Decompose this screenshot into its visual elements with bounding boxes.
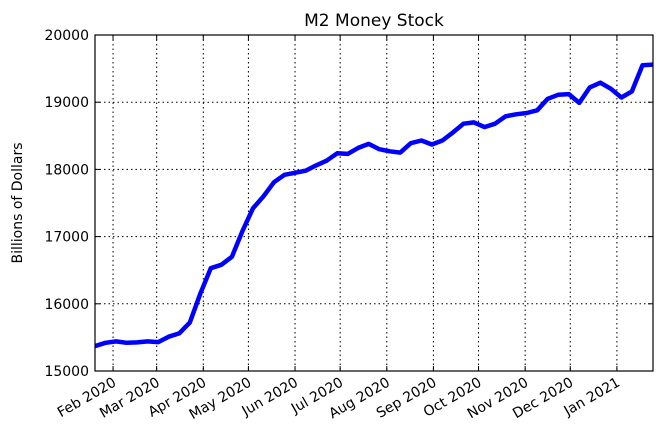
y-tick-label: 19000 — [44, 95, 89, 111]
y-tick-label: 15000 — [44, 364, 89, 380]
y-tick-label: 16000 — [44, 297, 89, 313]
series-layer — [95, 62, 653, 349]
y-tick-label: 17000 — [44, 230, 89, 246]
tick-marks — [95, 34, 653, 372]
y-tick-label: 18000 — [44, 162, 89, 178]
y-tick-labels: 15000 16000 17000 18000 19000 20000 — [44, 28, 89, 380]
y-tick-label: 20000 — [44, 28, 89, 44]
series-line-0 — [95, 62, 653, 349]
grid-lines — [95, 35, 653, 371]
chart-title: M2 Money Stock — [304, 11, 444, 31]
y-axis-label: Billions of Dollars — [10, 142, 26, 263]
plot-frame — [94, 34, 654, 372]
